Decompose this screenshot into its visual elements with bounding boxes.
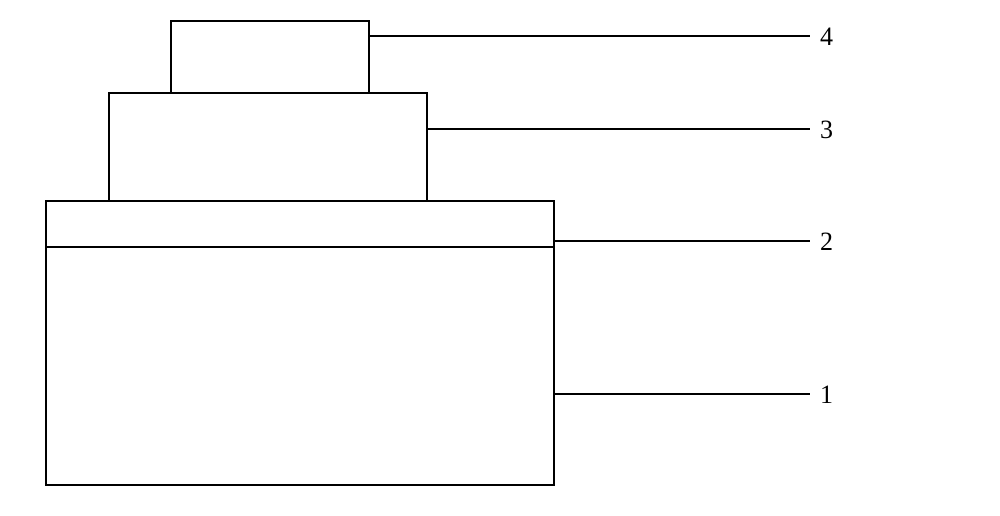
label-4: 4 — [820, 22, 833, 52]
label-1: 1 — [820, 380, 833, 410]
layer-3 — [108, 92, 428, 202]
diagram-container: 1 2 3 4 — [0, 0, 1000, 516]
layer-2 — [45, 200, 555, 248]
layer-1 — [45, 246, 555, 486]
leader-line-3 — [428, 128, 810, 130]
label-2: 2 — [820, 227, 833, 257]
label-3: 3 — [820, 115, 833, 145]
leader-line-1 — [555, 393, 810, 395]
layer-4 — [170, 20, 370, 94]
leader-line-2 — [555, 240, 810, 242]
leader-line-4 — [370, 35, 810, 37]
